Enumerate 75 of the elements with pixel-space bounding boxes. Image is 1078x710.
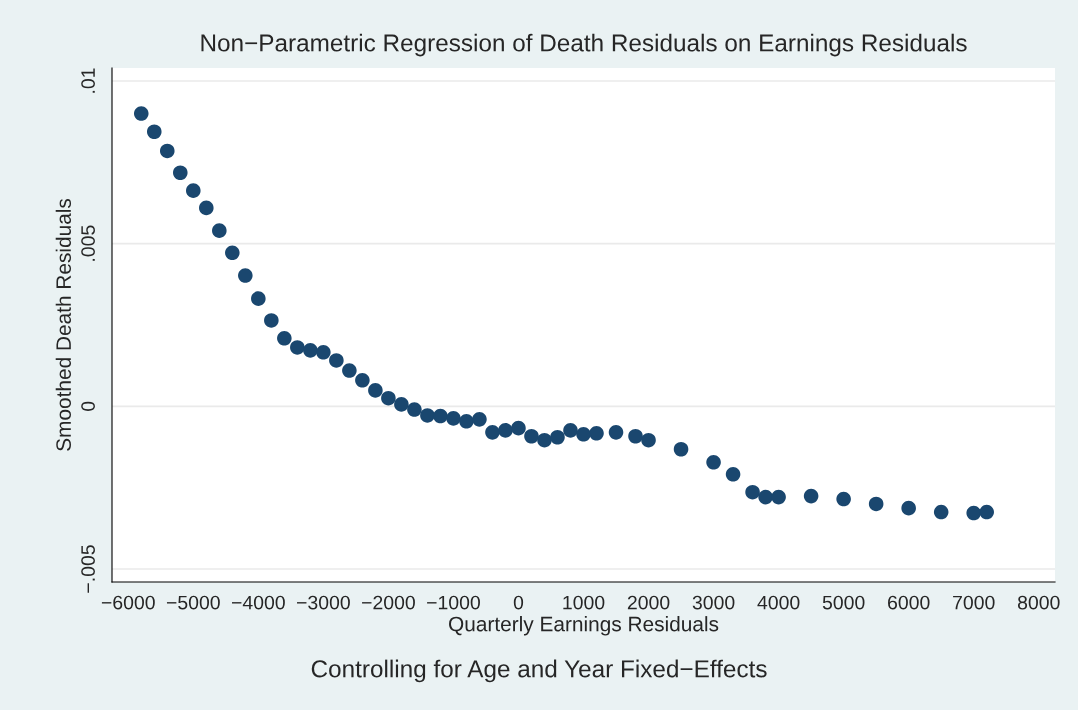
x-tick-label: −2000 (362, 595, 415, 610)
x-tick-label: 7000 (953, 595, 995, 610)
point (355, 373, 370, 388)
point (459, 414, 474, 429)
point (758, 489, 773, 505)
text: Controlling for Age and Year Fixed−Effects (311, 659, 767, 683)
point (342, 363, 357, 378)
point (368, 383, 383, 398)
x-tick-label: 4000 (757, 595, 800, 610)
point (608, 425, 624, 440)
point (381, 390, 396, 406)
y-axis-title: Smoothed Death Residuals (55, 198, 72, 451)
y-tick-label: 0 (81, 401, 95, 411)
point (446, 411, 461, 426)
y-tick-label: .01 (81, 68, 95, 93)
x-tick-label: −6000 (101, 595, 155, 610)
point (725, 467, 741, 482)
point (576, 427, 591, 442)
point (706, 455, 721, 470)
point (225, 245, 240, 261)
point (394, 397, 409, 412)
x-tick-label: −5000 (166, 595, 220, 610)
x-tick-label: 0 (513, 595, 524, 610)
point (316, 345, 331, 360)
point (251, 291, 266, 306)
point (238, 268, 253, 283)
y-tick-label: −.005 (81, 545, 95, 593)
point (133, 106, 149, 121)
x-tick-label: −4000 (231, 595, 285, 610)
x-tick-label: 6000 (888, 595, 930, 610)
point (498, 423, 513, 438)
point (186, 183, 201, 198)
point (433, 408, 448, 424)
point (303, 343, 318, 358)
point (264, 313, 279, 328)
x-tick-label: −1000 (427, 595, 480, 610)
point (771, 489, 786, 505)
point (329, 353, 344, 368)
x-tick-label: −3000 (297, 595, 350, 610)
point (901, 500, 916, 516)
point (160, 143, 175, 159)
point (550, 429, 565, 445)
x-tick-label: 1000 (563, 595, 605, 610)
point (589, 426, 604, 441)
point (836, 491, 851, 507)
point (199, 200, 214, 216)
point (511, 420, 526, 436)
point (524, 428, 539, 444)
point (290, 340, 305, 355)
x-tick-label: 3000 (692, 595, 735, 610)
point (485, 425, 500, 440)
x-tick-label: 5000 (822, 595, 865, 610)
point (868, 496, 884, 512)
x-tick-label: 2000 (627, 595, 670, 610)
point (420, 408, 435, 423)
point (933, 504, 949, 520)
chart-title: Non−Parametric Regression of Death Residuals on Earnings Residuals (201, 33, 967, 57)
point (537, 432, 552, 448)
point (628, 428, 643, 444)
y-tick-label: .005 (81, 225, 95, 261)
point (173, 165, 188, 181)
point (472, 412, 487, 427)
point (966, 505, 981, 521)
point (407, 402, 422, 417)
point (673, 441, 689, 457)
point (146, 124, 162, 140)
point (641, 432, 656, 448)
point (212, 223, 227, 238)
point (563, 423, 578, 438)
point (979, 504, 994, 520)
point (745, 484, 760, 500)
point (277, 331, 292, 346)
point (803, 488, 819, 504)
x-tick-label: 8000 (1017, 595, 1060, 610)
x-axis-title: Quarterly Earnings Residuals (449, 616, 719, 636)
